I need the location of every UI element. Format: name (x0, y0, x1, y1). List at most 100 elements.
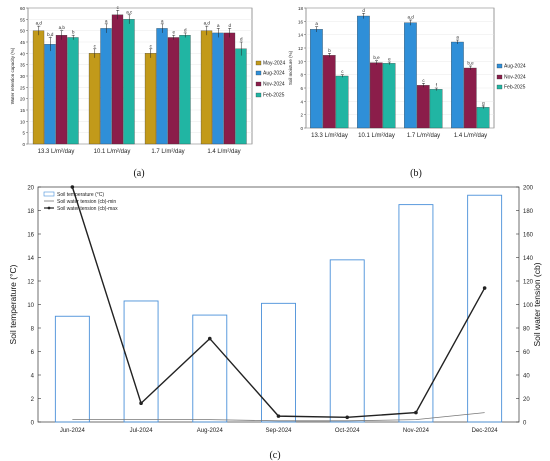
panel-a-legend-swatch (255, 70, 262, 76)
panel-c-left-tick-label: 18 (27, 209, 34, 215)
panel-a-x-tick-label: 1.4 L/m²/day (207, 149, 240, 155)
panel-c-right-tick-label: 180 (523, 209, 534, 215)
panel-a-bar (212, 32, 224, 145)
panel-a-y-tick-label: 15 (20, 108, 26, 113)
panel-b-significance-letter: f (436, 83, 438, 88)
panel-a-significance-letter: a (105, 18, 108, 23)
panel-b-y-tick-label: 18 (298, 6, 304, 11)
panel-c-left-tick-label: 0 (31, 421, 35, 427)
panel-c-left-tick-label: 14 (27, 256, 34, 262)
panel-a-y-tick-label: 50 (20, 29, 26, 34)
panel-a-significance-letter: c (94, 43, 97, 48)
panel-c-x-tick-label: Jun-2024 (60, 428, 86, 434)
panel-c-right-tick-label: 100 (523, 303, 534, 309)
panel-b-bar (463, 67, 477, 129)
panel-b-bar (357, 15, 370, 129)
panel-c-left-axis-label: Soil temperature (°C) (8, 264, 18, 344)
panel-c-tension-max-point (139, 401, 143, 406)
panel-a-y-tick-label: 5 (22, 131, 25, 136)
panel-a-bar (67, 37, 79, 145)
panel-c-temperature-bar (192, 314, 228, 423)
panel-b-bar (429, 89, 443, 129)
panel-c-tension-max-point (482, 286, 487, 290)
panel-a-significance-letter: a (217, 23, 220, 28)
panel-a-significance-letter: a,d (36, 21, 43, 26)
panel-a-bar (223, 32, 236, 145)
panel-c-tension-max-point (207, 336, 212, 341)
panel-b-y-tick-label: 0 (300, 126, 303, 131)
panel-c-right-tick-label: 160 (523, 233, 534, 239)
panel-c-plot-frame (37, 186, 520, 423)
panel-a-bar (156, 28, 168, 145)
panel-a-bar (32, 30, 45, 145)
panel-a-significance-letter: b (72, 30, 75, 35)
panel-c-right-tick-label: 20 (523, 397, 530, 403)
panel-b-bar (476, 107, 490, 129)
panel-c-tension-min-line (72, 412, 485, 422)
panel-b-legend-swatch (496, 63, 503, 69)
panel-b-label: (b) (410, 168, 422, 179)
panel-a-y-tick-label: 25 (20, 85, 26, 90)
panel-a-significance-letter: d (184, 27, 187, 32)
panel-a-significance-letter: d (228, 23, 231, 28)
panel-a-legend-label: Aug-2024 (263, 71, 285, 77)
panel-b-bar (310, 29, 323, 129)
panel-a-bar (123, 19, 135, 145)
panel-c-tension-max-point (70, 185, 75, 189)
panel-a-bar (144, 53, 157, 145)
panel-b-legend-swatch (496, 74, 503, 80)
panel-c-left-tick-label: 20 (27, 186, 34, 192)
panel-b-y-tick-label: 10 (298, 59, 304, 64)
panel-a-significance-letter: d (240, 37, 243, 42)
panel-a-y-tick-label: 55 (20, 17, 26, 22)
panel-a-y-tick-label: 45 (20, 40, 26, 45)
panel-b-significance-letter: g (482, 101, 485, 106)
panel-b-x-tick-label: 10.1 L/m²/day (358, 133, 395, 139)
panel-a-y-tick-label: 20 (20, 97, 26, 102)
panel-c-left-tick-label: 8 (31, 327, 35, 333)
panel-c-temperature-bar (123, 300, 159, 423)
panel-b-y-tick-label: 6 (300, 86, 303, 91)
panel-a-bar (167, 37, 180, 145)
panel-c-right-tick-label: 40 (523, 374, 530, 380)
panel-c-left-tick-label: 10 (27, 303, 34, 309)
panel-c-legend-max-marker (47, 206, 51, 210)
panel-c-legend-label: Soil water tension (cb)-max (57, 206, 118, 212)
panel-a-significance-letter: a,c (126, 9, 133, 14)
panel-c-right-tick-label: 60 (523, 350, 530, 356)
panel-c-legend-bar-swatch (43, 191, 55, 197)
panel-a-x-tick-label: 1.7 L/m²/day (151, 149, 184, 155)
panel-a-significance-letter: c (150, 43, 153, 48)
panel-c-label: (c) (269, 450, 280, 461)
panel-a-bar (100, 28, 112, 145)
panel-a-bar (88, 53, 101, 145)
panel-b-bar (382, 63, 396, 129)
panel-b-legend-label: Feb-2025 (504, 85, 526, 91)
panel-c-x-tick-label: Dec-2024 (472, 428, 499, 434)
panel-b-significance-letter: b,e (467, 61, 474, 66)
panel-a-y-tick-label: 60 (20, 6, 26, 11)
panel-a-y-axis-label: Water retention capacity (%) (10, 47, 15, 104)
panel-a-legend-swatch (255, 81, 262, 87)
panel-a-significance-letter: b,d (47, 32, 54, 37)
panel-a-y-tick-label: 0 (22, 142, 25, 147)
panel-c-tension-max-point (276, 414, 281, 418)
panel-b-y-tick-label: 14 (298, 33, 304, 38)
panel-b-significance-letter: a,d (408, 15, 415, 20)
panel-a-legend-label: May-2024 (263, 61, 285, 67)
panel-b-y-axis-label: Soil moisture (%) (288, 50, 293, 85)
panel-b-y-tick-label: 16 (298, 19, 304, 24)
panel-c-right-tick-label: 120 (523, 280, 534, 286)
panel-c-x-tick-label: Sep-2024 (265, 428, 292, 434)
panel-c-temperature-bar (398, 204, 434, 423)
panel-a-significance-letter: a,b (59, 25, 66, 30)
panel-a-legend-label: Nov-2024 (263, 82, 285, 88)
panel-b-y-tick-label: 2 (300, 113, 303, 118)
panel-a-label: (a) (133, 168, 144, 179)
panel-a-legend-swatch (255, 60, 262, 66)
panel-c-left-tick-label: 2 (31, 397, 35, 403)
panel-b-x-tick-label: 1.4 L/m²/day (454, 133, 487, 139)
panel-b-significance-letter: c (422, 78, 425, 83)
panel-a-y-tick-label: 30 (20, 74, 26, 79)
panel-b-y-tick-label: 4 (300, 99, 303, 104)
